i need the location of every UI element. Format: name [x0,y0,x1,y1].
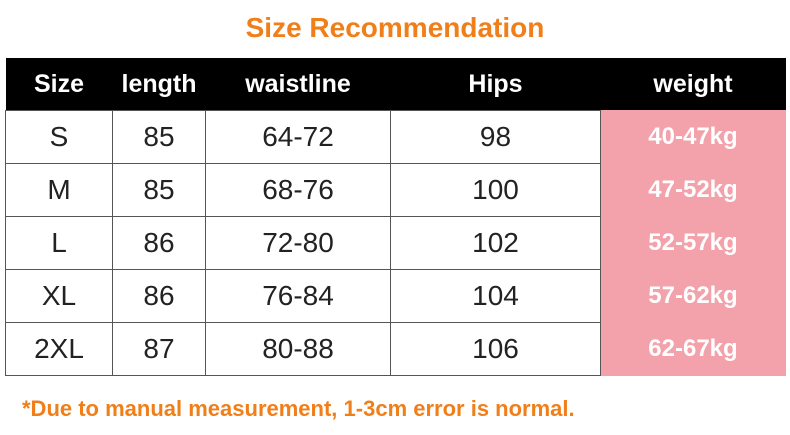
header-row: Size length waistline Hips weight [5,58,786,111]
table-cell: 64-72 [205,110,391,164]
table-cell: 76-84 [205,269,391,323]
column-header: weight [600,58,786,111]
table-cell: 102 [390,216,601,270]
table-row: L 86 72-80 102 52-57kg [5,216,786,270]
footnote: *Due to manual measurement, 1-3cm error … [22,396,575,421]
size-table: Size length waistline Hips weight S 85 64-72 98… [5,58,786,376]
table-cell: 98 [390,110,601,164]
table-cell: 106 [390,322,601,376]
table-cell: M [5,163,113,217]
title: Size Recommendation [245,12,545,43]
table-cell: 80-88 [205,322,391,376]
table-cell: 104 [390,269,601,323]
table-cell: 86 [112,216,206,270]
table-cell: 57-62kg [600,269,786,323]
table-cell: 68-76 [205,163,391,217]
column-header: Hips [390,58,601,111]
table-cell: 47-52kg [600,163,786,217]
table-row: 2XL 87 80-88 106 62-67kg [5,322,786,376]
table-row: XL 86 76-84 104 57-62kg [5,269,786,323]
table-cell: 87 [112,322,206,376]
table-cell: 2XL [5,322,113,376]
table-row: M 85 68-76 100 47-52kg [5,163,786,217]
table-cell: 52-57kg [600,216,786,270]
table-cell: 40-47kg [600,110,786,164]
table-cell: 85 [112,163,206,217]
column-header: waistline [205,58,391,111]
column-header: Size [5,58,113,111]
table-cell: 62-67kg [600,322,786,376]
table-cell: S [5,110,113,164]
table-cell: L [5,216,113,270]
table-cell: 100 [390,163,601,217]
table-cell: 86 [112,269,206,323]
column-header: length [112,58,206,111]
table-cell: 72-80 [205,216,391,270]
table-cell: XL [5,269,113,323]
table-row: S 85 64-72 98 40-47kg [5,110,786,164]
table-cell: 85 [112,110,206,164]
